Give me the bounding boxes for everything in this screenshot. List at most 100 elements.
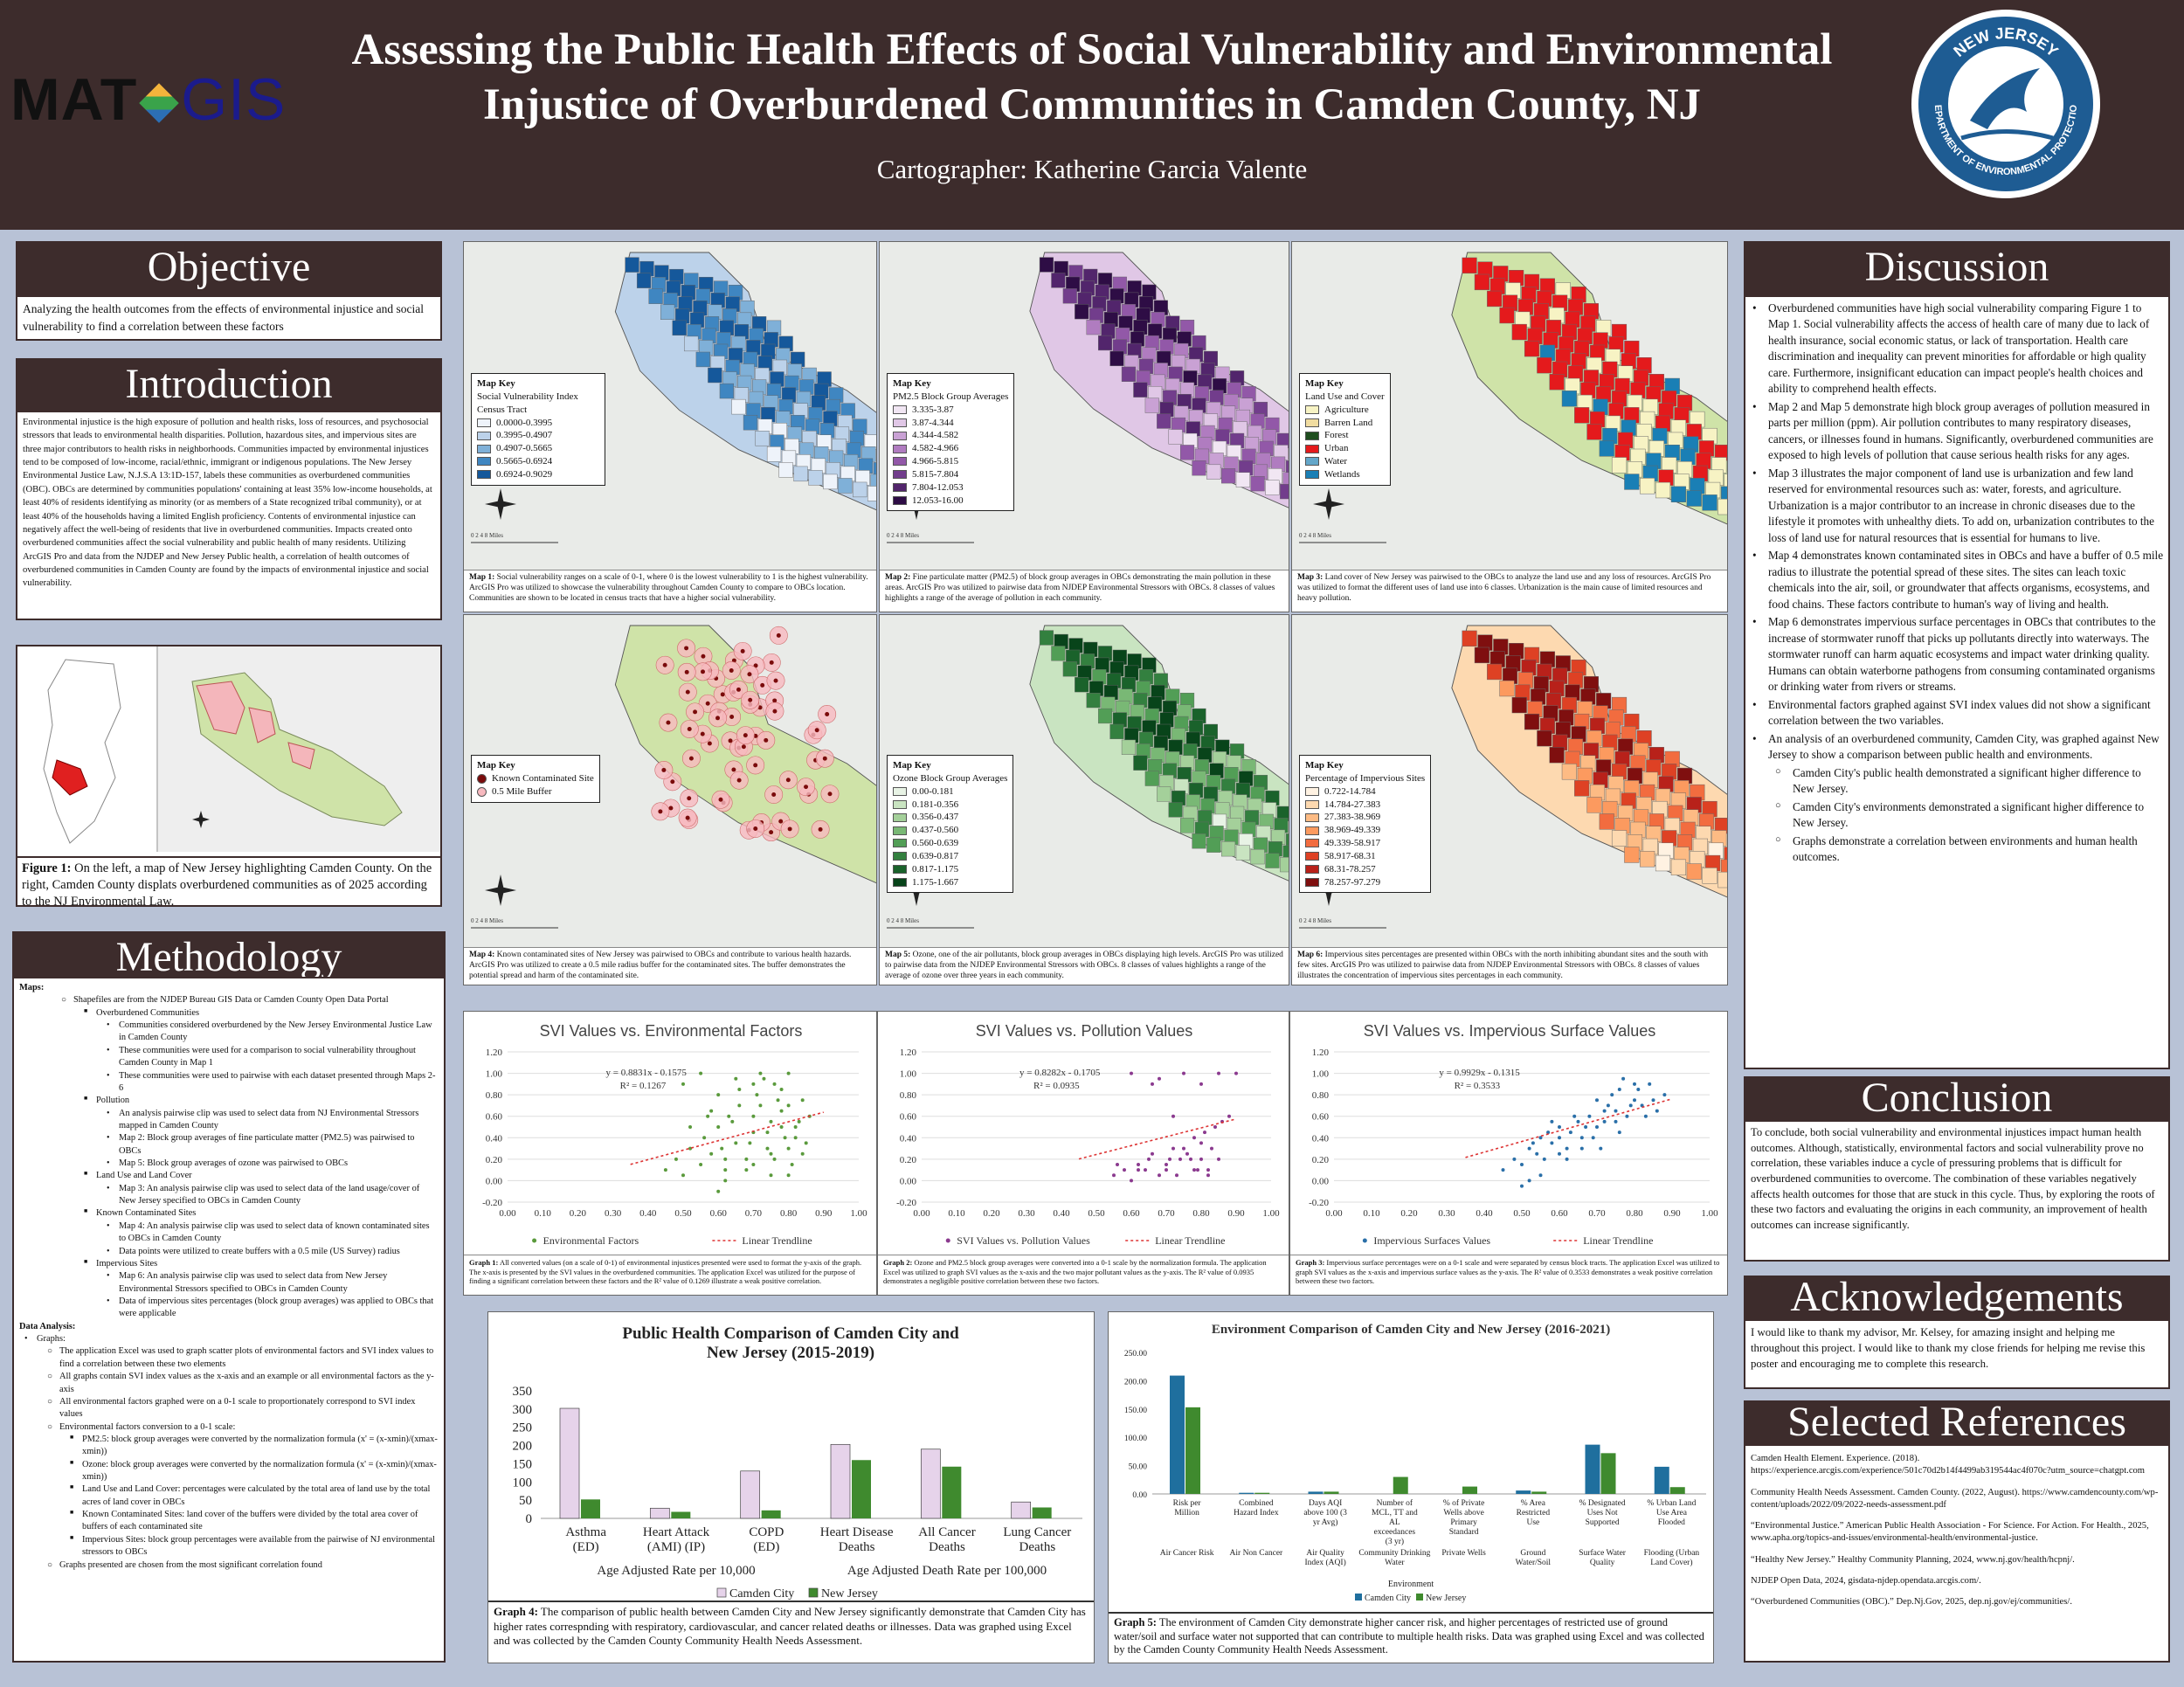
methodology-line: ○ All graphs contain SVI index values as … <box>47 1372 434 1394</box>
map-key-label: 0.00-0.181 <box>912 785 954 797</box>
x-tick-label: 0.70 <box>1588 1208 1606 1219</box>
data-point <box>716 1189 721 1193</box>
x-tick-label: 0.60 <box>1123 1208 1140 1219</box>
data-point <box>1579 1146 1584 1151</box>
bullet-icon: ■ <box>70 1433 74 1441</box>
scale-bar: 0 2 4 8 Miles <box>1299 917 1386 929</box>
methodology-line: • Data points were utilized to create buf… <box>107 1246 400 1256</box>
data-point <box>1185 1151 1189 1156</box>
x-tick-label: 0.40 <box>1053 1208 1070 1219</box>
bar <box>761 1510 781 1518</box>
y-tick-label: 0.80 <box>486 1090 503 1101</box>
x-tick-label: % Area Restricted Use <box>1517 1499 1551 1527</box>
map-caption-label: Map 1: <box>469 573 495 582</box>
map-key-subtitle: Land Use and Cover <box>1305 391 1385 402</box>
map-key-label: Known Contaminated Site <box>492 772 594 784</box>
data-point <box>1610 1093 1614 1097</box>
data-point <box>1234 1071 1238 1075</box>
y-tick-label: 150.00 <box>1124 1407 1147 1415</box>
scale-bar: 0 2 4 8 Miles <box>887 917 974 929</box>
legend-swatch <box>1305 799 1319 809</box>
bullet-icon: ■ <box>70 1509 74 1517</box>
map-key-title: Map Key <box>477 760 515 771</box>
x-tick-label: Days AQI above 100 (3 yr Avg) <box>1303 1499 1347 1527</box>
bullet-icon: ○ <box>47 1421 53 1432</box>
map-5-panel: 0 2 4 8 Miles Map Key Ozone Block Group Av… <box>879 614 1289 985</box>
data-point <box>1651 1098 1655 1103</box>
legend-swatch <box>893 431 907 440</box>
legend-label: Linear Trendline <box>742 1234 812 1247</box>
map-key-row: 3.87-4.344 <box>893 417 1008 430</box>
data-point <box>1579 1136 1584 1140</box>
map-key-label: 78.257-97.279 <box>1324 876 1381 888</box>
data-point <box>1550 1141 1554 1145</box>
map-key-row: Water <box>1305 455 1385 468</box>
legend-swatch <box>1305 865 1319 875</box>
data-point <box>1621 1076 1626 1081</box>
data-point <box>1175 1173 1178 1178</box>
map-key-label: 0.6924-0.9029 <box>496 468 553 480</box>
map-key-row: 12.053-16.00 <box>893 494 1008 508</box>
x-tick-label: 0.10 <box>948 1208 965 1219</box>
chart-title-line: Public Health Comparison of Camden City … <box>622 1324 959 1343</box>
legend-swatch <box>1305 826 1319 835</box>
map-key-label: 0.3995-0.4907 <box>496 430 553 441</box>
graph-1-panel: SVI Values vs. Environmental Factors -0.2… <box>463 1011 877 1296</box>
bullet-icon: ○ <box>47 1372 53 1382</box>
conclusion-heading: Conclusion <box>1744 1076 2170 1120</box>
graph-4-panel: Public Health Comparison of Camden City … <box>487 1311 1095 1663</box>
data-point <box>779 1125 784 1129</box>
data-point <box>765 1130 770 1135</box>
map-1-key: Map Key Social Vulnerability Index Census… <box>471 373 605 486</box>
x-tick-label: 0.30 <box>605 1208 622 1219</box>
map-key-row: 68.31-78.257 <box>1305 863 1425 876</box>
map-key-row: 49.339-58.917 <box>1305 837 1425 850</box>
discussion-item: Map 6 demonstrates impervious surface pe… <box>1749 614 2165 695</box>
map-key-title: Map Key <box>1305 760 1344 771</box>
legend-swatch <box>1305 444 1319 453</box>
data-point <box>744 1168 749 1172</box>
map-key-row: 0.0000-0.3995 <box>477 417 599 430</box>
map-key-subtitle: PM2.5 Block Group Averages <box>893 391 1009 402</box>
data-point <box>1595 1098 1599 1103</box>
bar <box>1254 1492 1270 1494</box>
bar <box>1170 1375 1185 1494</box>
y-tick-label: 200.00 <box>1124 1378 1147 1386</box>
x-axis-label: Environment <box>1388 1580 1434 1589</box>
map-key-label: 0.5 Mile Buffer <box>492 785 552 797</box>
data-point <box>1158 1076 1161 1081</box>
data-point <box>1165 1163 1168 1166</box>
map-key-row: Wetlands <box>1305 468 1385 481</box>
legend-swatch <box>1355 1594 1362 1601</box>
x-tick-label: 0.40 <box>639 1208 657 1219</box>
y-tick-label: 0.60 <box>900 1112 917 1123</box>
data-point <box>1538 1173 1543 1178</box>
discussion-item: An analysis of an overburdened community… <box>1749 731 2165 764</box>
data-point <box>1520 1163 1524 1166</box>
data-point <box>1199 1141 1203 1145</box>
map-key-label: 3.335-3.87 <box>912 404 954 415</box>
data-point <box>727 1114 731 1118</box>
legend-swatch <box>1305 839 1319 848</box>
x-tick-label: 0.00 <box>499 1208 516 1219</box>
legend-swatch <box>1305 812 1319 822</box>
data-point <box>734 1076 738 1081</box>
x-tick-label: 0.70 <box>1158 1208 1175 1219</box>
map-key-row: 0.5665-0.6924 <box>477 455 599 468</box>
map-key-row: Barren Land <box>1305 417 1385 430</box>
data-point <box>1196 1168 1199 1172</box>
conclusion-text: To conclude, both social vulnerability a… <box>1751 1126 2155 1231</box>
data-point <box>1568 1130 1572 1135</box>
bullet-icon: ○ <box>47 1346 53 1357</box>
map-key-label: Water <box>1324 456 1347 467</box>
data-point <box>793 1136 798 1140</box>
y-tick-label: -0.20 <box>482 1198 502 1208</box>
bar <box>1011 1501 1032 1519</box>
methodology-line: • An analysis pairwise clip was used to s… <box>107 1108 419 1130</box>
bullet-icon: • <box>107 1220 110 1231</box>
y-tick-label: 100 <box>513 1476 533 1490</box>
y-tick-label: 0.40 <box>1312 1133 1330 1144</box>
map-key-row: 1.175-1.667 <box>893 876 1007 889</box>
group-label: Flooding (Urban Land Cover) <box>1644 1548 1700 1567</box>
map-key-label: 0.356-0.437 <box>912 812 959 823</box>
